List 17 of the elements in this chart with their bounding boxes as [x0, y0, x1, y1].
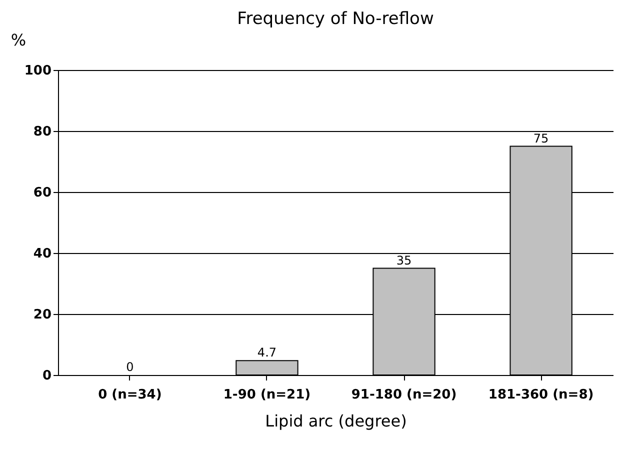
x-tick-label: 0 (n=34) [98, 388, 162, 402]
data-label: 75 [533, 131, 549, 146]
x-tick-label: 1-90 (n=21) [223, 388, 311, 402]
y-tick-label: 100 [24, 64, 52, 78]
y-axis-title: % [10, 30, 26, 50]
data-label: 0 [126, 360, 134, 374]
y-tick-label: 0 [42, 368, 52, 384]
x-tick-label: 181-360 (n=8) [488, 388, 594, 402]
y-tick-label: 40 [33, 246, 52, 262]
y-tick-label: 80 [33, 124, 52, 140]
data-label: 35 [396, 253, 412, 268]
y-tick-label: 20 [33, 308, 52, 322]
x-tick-label: 91-180 (n=20) [351, 388, 457, 402]
chart-title: Frequency of No-reflow [237, 9, 434, 29]
data-label: 4.7 [257, 346, 277, 360]
x-axis-title: Lipid arc (degree) [265, 412, 407, 430]
y-tick-label: 60 [33, 186, 52, 200]
